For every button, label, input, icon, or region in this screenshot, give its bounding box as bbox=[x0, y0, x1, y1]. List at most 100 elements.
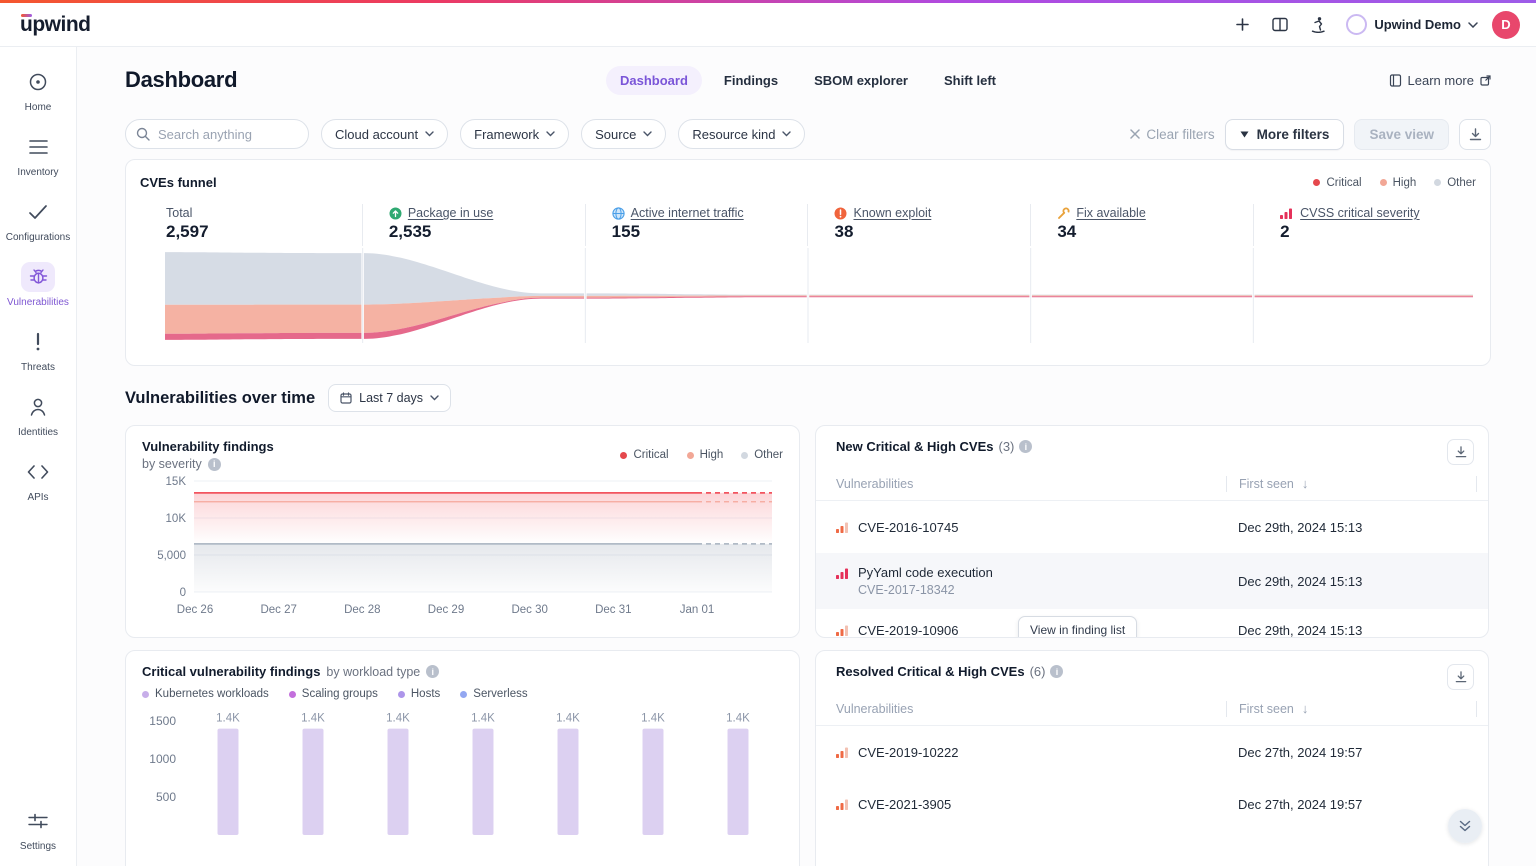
tab-sbom-explorer[interactable]: SBOM explorer bbox=[800, 66, 922, 95]
chevron-down-icon bbox=[425, 131, 434, 137]
user-avatar[interactable]: D bbox=[1492, 11, 1520, 39]
filter-resource-kind[interactable]: Resource kind bbox=[678, 119, 805, 149]
tab-findings[interactable]: Findings bbox=[710, 66, 792, 95]
svg-text:Dec 29: Dec 29 bbox=[428, 604, 464, 616]
sidebar-item-home[interactable]: Home bbox=[0, 67, 76, 113]
download-icon bbox=[1455, 446, 1467, 458]
person-icon bbox=[29, 397, 47, 417]
card-title: Resolved Critical & High CVEs bbox=[836, 664, 1025, 679]
clear-filters-button[interactable]: Clear filters bbox=[1130, 127, 1214, 142]
date-range-picker[interactable]: Last 7 days bbox=[328, 384, 451, 412]
download-icon bbox=[1469, 128, 1482, 141]
chart-title: Critical vulnerability findings bbox=[142, 664, 320, 679]
filter-framework[interactable]: Framework bbox=[460, 119, 569, 149]
svg-text:Dec 30: Dec 30 bbox=[511, 604, 547, 616]
cves-funnel-chart bbox=[140, 248, 1476, 343]
bug-icon bbox=[28, 267, 49, 287]
sort-desc-icon: ↓ bbox=[1302, 701, 1309, 716]
sidebar-item-vulnerabilities[interactable]: Vulnerabilities bbox=[0, 262, 76, 308]
chevron-down-icon bbox=[1468, 22, 1478, 28]
svg-text:1.4K: 1.4K bbox=[641, 713, 665, 725]
cve-row[interactable]: CVE-2019-10906 View in finding list Dec … bbox=[816, 609, 1488, 638]
critical-findings-workload-card: Critical vulnerability findings by workl… bbox=[125, 650, 800, 866]
column-first-seen[interactable]: First seen↓ bbox=[1226, 476, 1476, 492]
book-icon bbox=[1389, 74, 1402, 87]
sidebar-item-settings[interactable]: Settings bbox=[0, 806, 76, 852]
filter-caret-icon bbox=[1240, 131, 1249, 138]
high-dot bbox=[1380, 179, 1387, 186]
column-vulnerabilities: Vulnerabilities bbox=[836, 477, 1226, 491]
resolved-cves-card: Resolved Critical & High CVEs (6) i Vuln… bbox=[815, 650, 1489, 866]
download-button[interactable] bbox=[1447, 439, 1474, 465]
sidebar-item-inventory[interactable]: Inventory bbox=[0, 132, 76, 178]
svg-text:1000: 1000 bbox=[149, 752, 176, 766]
sidebar-item-apis[interactable]: APIs bbox=[0, 457, 76, 503]
cve-row[interactable]: PyYaml code execution CVE-2017-18342 Dec… bbox=[816, 553, 1488, 609]
org-switcher[interactable]: Upwind Demo bbox=[1346, 14, 1478, 35]
save-view-button[interactable]: Save view bbox=[1354, 119, 1449, 150]
sidebar-item-identities[interactable]: Identities bbox=[0, 392, 76, 438]
download-button[interactable] bbox=[1447, 664, 1474, 690]
view-in-finding-list-button[interactable]: View in finding list bbox=[1018, 616, 1137, 638]
panels-button[interactable] bbox=[1266, 11, 1294, 39]
sort-desc-icon: ↓ bbox=[1302, 476, 1309, 491]
info-icon[interactable]: i bbox=[1019, 440, 1032, 453]
external-link-icon bbox=[1480, 75, 1491, 86]
package-icon bbox=[389, 207, 402, 220]
svg-text:500: 500 bbox=[156, 790, 176, 804]
sidebar-item-threats[interactable]: Threats bbox=[0, 327, 76, 373]
cve-row[interactable]: CVE-2019-10222 Dec 27th, 2024 19:57 bbox=[816, 726, 1488, 778]
svg-text:1.4K: 1.4K bbox=[726, 713, 750, 725]
vulnerability-findings-card: Vulnerability findings by severityi Crit… bbox=[125, 425, 800, 638]
page-title: Dashboard bbox=[125, 67, 237, 93]
info-icon[interactable]: i bbox=[426, 665, 439, 678]
svg-text:Jan 01: Jan 01 bbox=[680, 604, 715, 616]
svg-text:1.4K: 1.4K bbox=[386, 713, 410, 725]
svg-text:1.4K: 1.4K bbox=[216, 713, 240, 725]
top-navbar: upwind Upwind Demo D bbox=[0, 3, 1536, 47]
svg-text:10K: 10K bbox=[166, 513, 187, 525]
funnel-stage-known-exploit: Known exploit 38 bbox=[807, 204, 1030, 246]
search-input[interactable] bbox=[125, 119, 309, 149]
filter-source[interactable]: Source bbox=[581, 119, 666, 149]
other-dot bbox=[1434, 179, 1441, 186]
sidebar-item-configurations[interactable]: Configurations bbox=[0, 197, 76, 243]
cve-row[interactable]: CVE-2021-3905 Dec 27th, 2024 19:57 bbox=[816, 778, 1488, 830]
svg-text:Dec 28: Dec 28 bbox=[344, 604, 380, 616]
tab-dashboard[interactable]: Dashboard bbox=[606, 66, 702, 95]
funnel-stage-total: Total 2,597 bbox=[140, 204, 362, 246]
plus-icon bbox=[1235, 17, 1250, 32]
chart-title: Vulnerability findings bbox=[142, 439, 274, 454]
alert-icon bbox=[834, 207, 847, 220]
svg-text:0: 0 bbox=[180, 587, 186, 599]
add-button[interactable] bbox=[1228, 11, 1256, 39]
funnel-legend: Critical High Other bbox=[1313, 177, 1476, 189]
column-first-seen[interactable]: First seen↓ bbox=[1226, 701, 1476, 717]
high-dot bbox=[687, 452, 694, 459]
funnel-stage-active-internet-traffic: Active internet traffic 155 bbox=[585, 204, 808, 246]
tab-shift-left[interactable]: Shift left bbox=[930, 66, 1010, 95]
checkmark-icon bbox=[28, 205, 48, 219]
learn-more-link[interactable]: Learn more bbox=[1389, 73, 1491, 88]
onboarding-tour-button[interactable] bbox=[1304, 11, 1332, 39]
section-title: Vulnerabilities over time bbox=[125, 389, 315, 408]
workload-legend: Kubernetes workloads Scaling groups Host… bbox=[142, 688, 783, 700]
more-filters-button[interactable]: More filters bbox=[1225, 119, 1345, 150]
code-brackets-icon bbox=[27, 465, 49, 479]
cve-row[interactable]: CVE-2016-10745 Dec 29th, 2024 15:13 bbox=[816, 501, 1488, 553]
other-dot bbox=[741, 452, 748, 459]
critical-dot bbox=[1313, 179, 1320, 186]
dashboard-tabs: Dashboard Findings SBOM explorer Shift l… bbox=[606, 66, 1010, 95]
funnel-stage-cvss-critical-severity: CVSS critical severity 2 bbox=[1253, 204, 1476, 246]
info-icon[interactable]: i bbox=[1050, 665, 1063, 678]
chevron-down-icon bbox=[546, 131, 555, 137]
scroll-down-button[interactable] bbox=[1448, 809, 1482, 843]
critical-dot bbox=[620, 452, 627, 459]
export-button[interactable] bbox=[1459, 119, 1491, 150]
filter-cloud-account[interactable]: Cloud account bbox=[321, 119, 448, 149]
hosts-dot bbox=[398, 691, 405, 698]
info-icon[interactable]: i bbox=[208, 458, 221, 471]
wrench-icon bbox=[1057, 207, 1070, 220]
severity-bars-icon bbox=[836, 624, 850, 636]
upwind-logo[interactable]: upwind bbox=[20, 13, 90, 37]
